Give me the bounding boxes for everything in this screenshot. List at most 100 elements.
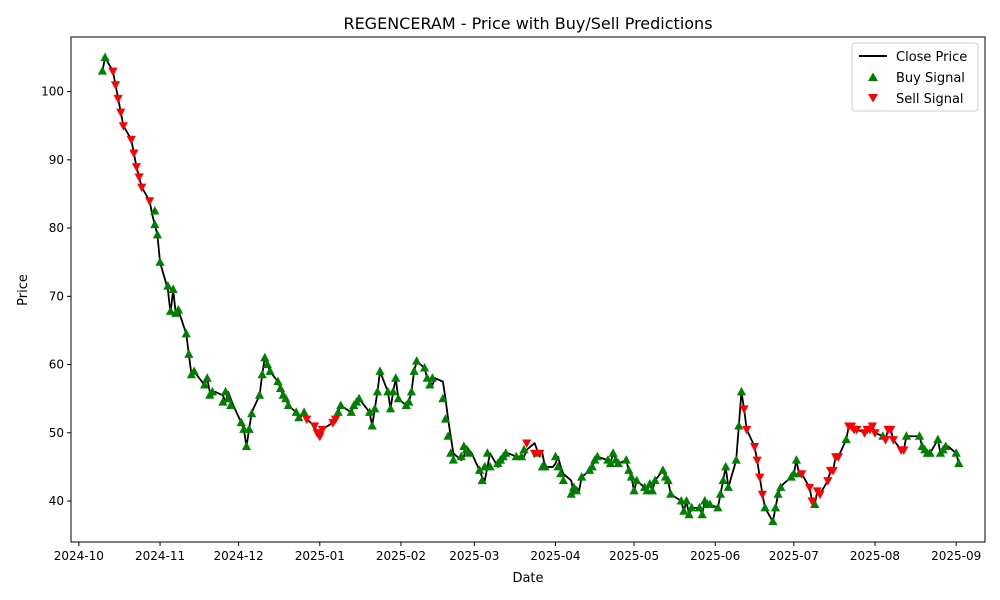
sell-signal-marker [815, 490, 825, 500]
buy-signal-marker [474, 465, 485, 474]
sell-signal-marker [823, 477, 833, 486]
buy-signal-marker [723, 482, 733, 491]
sell-signal-marker [535, 449, 545, 459]
buy-signal-marker [168, 284, 178, 293]
buy-signal-marker [760, 502, 770, 512]
sell-signal-marker [317, 425, 328, 435]
buy-signal-marker [385, 403, 396, 413]
sell-signal-marker [852, 425, 862, 435]
sell-signal-marker [134, 173, 144, 182]
buy-signal-marker [412, 356, 422, 365]
plot-frame [70, 36, 986, 543]
x-tick-label: 2024-12 [214, 549, 264, 563]
x-tick-label: 2025-09 [931, 549, 981, 563]
buy-signal-marker [265, 366, 275, 375]
buy-signal-marker [629, 485, 639, 495]
buy-signal-marker [273, 376, 283, 386]
buy-signal-marker [681, 496, 692, 505]
x-tick-label: 2025-07 [769, 549, 819, 563]
sell-signal-marker [833, 453, 843, 462]
buy-signal-marker [477, 475, 487, 485]
legend: Close Price Buy Signal Sell Signal [851, 42, 979, 112]
y-axis-label: Price [16, 274, 31, 306]
buy-signal-marker [697, 509, 707, 519]
y-tick-label: 50 [49, 426, 64, 440]
buy-signal-marker [658, 465, 668, 474]
buy-signal-marker [941, 441, 951, 450]
buy-signal-marker [199, 380, 210, 389]
y-tick-label: 40 [49, 494, 64, 508]
buy-signal-marker [553, 461, 563, 471]
buy-signal-marker [152, 229, 163, 239]
buy-signal-marker [626, 472, 637, 481]
y-tick-label: 70 [49, 289, 64, 303]
buy-signal-marker [299, 407, 309, 416]
buy-signal-marker [501, 448, 511, 457]
x-axis: 2024-10 2024-11 2024-12 2025-01 2025-02 2025-… [54, 542, 981, 563]
x-tick-label: 2024-11 [135, 549, 185, 563]
legend-box [851, 42, 979, 112]
buy-signal-marker [605, 458, 616, 468]
buy-signal-marker [257, 369, 267, 379]
sell-signal-marker [302, 415, 312, 425]
buy-signal-marker [443, 431, 453, 440]
sell-signal-marker [739, 405, 749, 414]
legend-buy-label: Buy Signal [896, 71, 965, 86]
buy-signal-marker [768, 516, 778, 526]
buy-signal-marker [954, 458, 964, 468]
buy-signal-marker [438, 393, 448, 403]
buy-signal-marker [220, 386, 231, 396]
y-tick-label: 60 [49, 358, 64, 372]
buy-signal-marker [241, 441, 252, 450]
close-price-line [101, 56, 960, 523]
y-tick-label: 100 [41, 85, 64, 99]
sell-signal-marker [867, 422, 877, 431]
sell-signal-marker [131, 163, 142, 172]
buy-signal-marker [181, 328, 191, 338]
buy-signal-marker [236, 417, 246, 427]
buy-signal-marker [624, 465, 634, 474]
buy-signal-marker [464, 448, 474, 457]
buy-signal-marker [165, 306, 176, 315]
sell-signal-marker [899, 446, 909, 455]
buy-signal-marker [226, 400, 236, 410]
buy-signal-marker [647, 485, 657, 495]
buy-signal-marker [621, 455, 631, 464]
sell-signal-marker [126, 135, 136, 145]
buy-signal-marker [933, 434, 943, 444]
buy-signal-marker [645, 478, 655, 488]
sell-signal-marker [888, 436, 898, 445]
buy-signal-marker [558, 475, 568, 485]
plot-area [97, 52, 964, 526]
sell-signal-marker [880, 436, 891, 445]
buy-signal-marker [577, 472, 587, 481]
buy-signal-marker [189, 366, 199, 375]
sell-signal-marker [315, 432, 325, 442]
buy-signal-marker [409, 366, 419, 375]
buy-signal-marker [632, 475, 642, 485]
buy-signal-marker [207, 386, 218, 396]
buy-signal-marker [776, 482, 786, 491]
buy-signal-marker [770, 502, 781, 512]
sell-signal-marker [144, 197, 155, 206]
buy-signal-marker [391, 373, 401, 382]
sell-signal-marker [110, 81, 121, 90]
buy-signal-marker [731, 455, 741, 464]
x-tick-label: 2025-02 [376, 549, 426, 563]
buy-signal-marker [393, 393, 403, 403]
buy-signal-marker [608, 448, 618, 457]
buy-signal-marker [425, 380, 435, 389]
buy-signal-marker [550, 451, 561, 461]
buy-signal-marker [592, 451, 603, 461]
buy-signal-marker [650, 475, 660, 485]
buy-signal-marker [721, 461, 731, 471]
buy-signal-marker [540, 461, 550, 471]
buy-signal-marker [244, 424, 254, 433]
buy-signal-marker [566, 489, 576, 498]
buy-signal-marker [687, 502, 697, 512]
chart-title: REGENCERAM - Price with Buy/Sell Predict… [343, 14, 712, 33]
buy-signal-marker [456, 451, 466, 461]
sell-signal-marker [828, 466, 838, 476]
buy-signal-marker [375, 366, 385, 375]
